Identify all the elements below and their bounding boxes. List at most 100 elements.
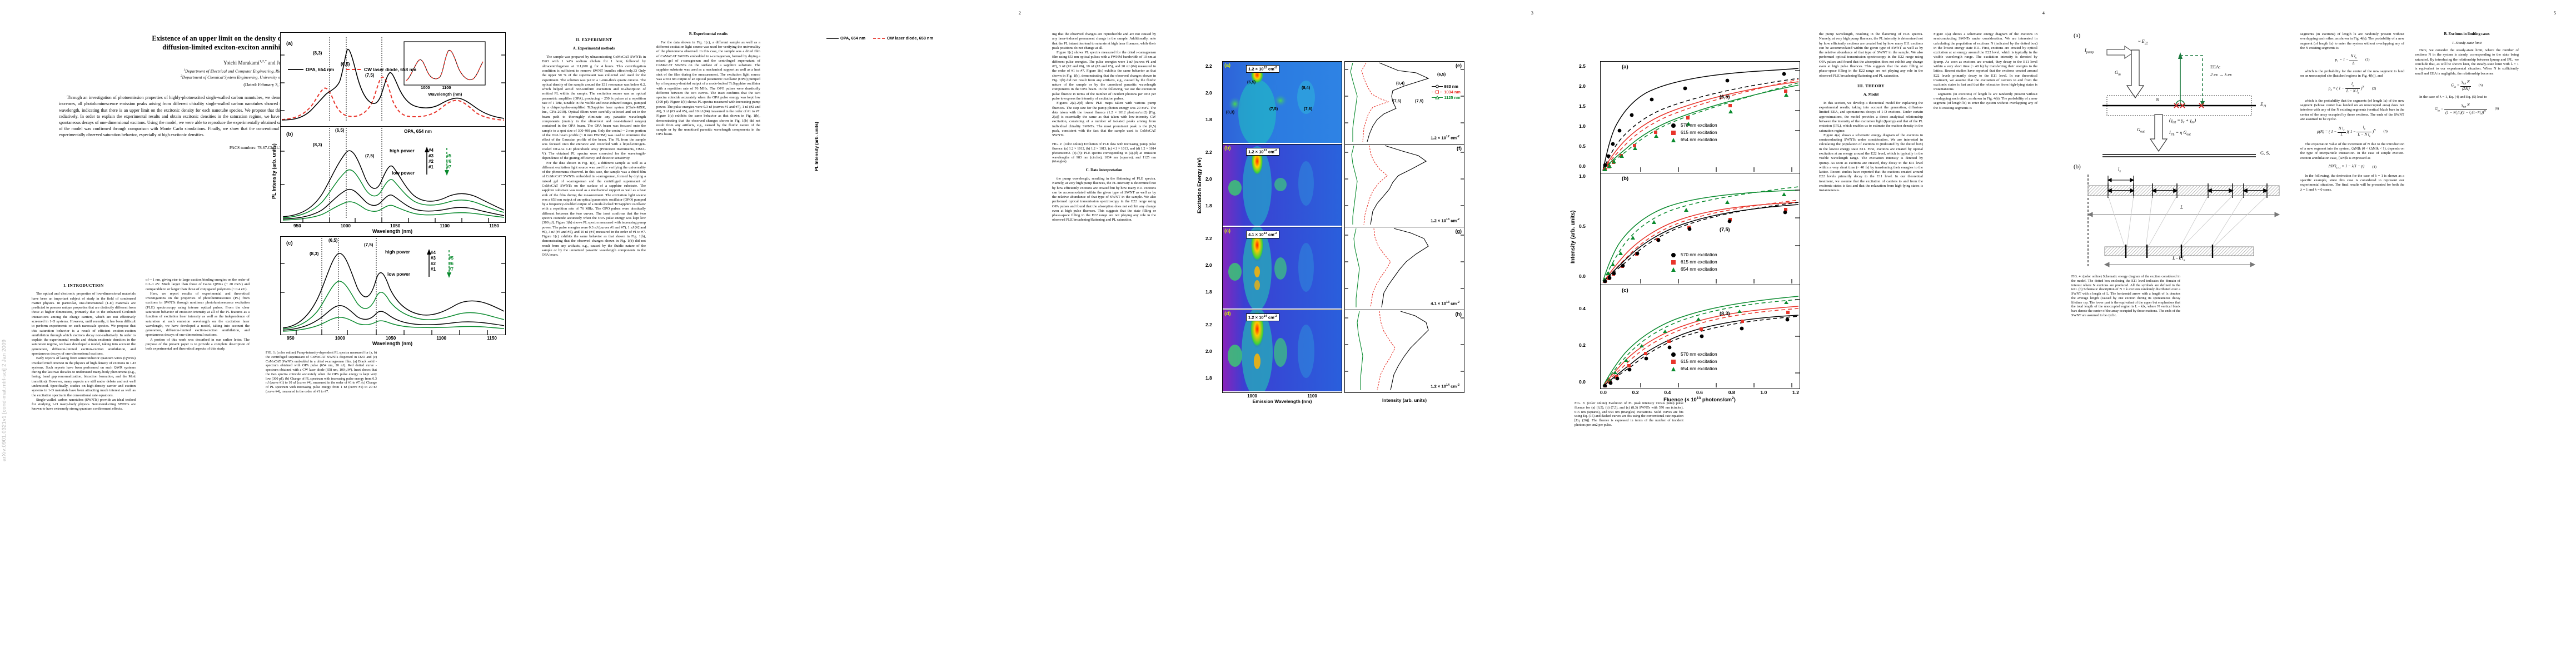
fig2-ytick-a-18: 1.8 [1205,117,1212,122]
p5-right-paragraph-2: In the case of λ = 1, Eq. (4) and Eq. (5… [2419,94,2487,99]
fig4-caption-label: FIG. 4: [2071,275,2082,278]
p5-right-paragraph-1: Here, we consider the steady-state limit… [2415,48,2519,76]
equation-6: Gin = γtot N (1 − Nlx/L)(1 − lx/(L−Nlx))N [2434,102,2487,116]
fig2-ytick-a-22: 2.2 [1205,63,1212,69]
fig3a-legend-615: 615 nm excitation [1681,130,1717,136]
fig1c-high-power: high power [385,249,410,255]
fig1b-curve-2: #2 [428,159,434,164]
arxiv-stamp: arXiv:0901.0321v1 [cond-mat.mtrl-sci] 2 … [1,339,7,461]
dated-line: (Dated: February 3, 2022) [243,82,290,88]
fig3-xlabel: Fluence (× 1013 photons/cm2) [1663,396,1736,403]
fig1a-chirality-83: (8,3) [313,51,322,56]
fig1-xtick-950c: 950 [287,336,295,341]
equation-2: p2 = ( 1 − lx L − N lx )N [2328,82,2364,95]
fig1b-chirality-83: (8,3) [313,142,322,147]
page-5: 5 [2065,0,2576,667]
fig2a-chirality-65: (6,5) [1247,79,1256,84]
fig3-legend-marker-square [1671,130,1676,135]
fig1c-chirality-83: (8,3) [310,251,319,256]
fig3-xt-06: 0.6 [1696,390,1703,395]
fig2-legend-983: 983 nm [1444,84,1458,89]
fig1b-curve-labels-green: #5 #6 #7 [446,153,451,170]
fig3c-legend-615: 615 nm excitation [1681,359,1717,365]
p4-col-paragraph-1: the pump wavelength, resulting in the fl… [1819,32,1923,78]
fig2-panel-e-label: (e) [1456,63,1462,68]
fig3-yt-20: 2.0 [1579,83,1586,89]
fig2-ytick-d-18: 1.8 [1205,375,1212,381]
fig2c-fluence-box: 4.1 × 1013 cm-2 [1246,231,1279,238]
fig3c-legend-marker-triangle [1671,366,1676,371]
fig3-panel-b-label: (b) [1622,176,1629,182]
affiliation-1: 1Department of Electrical and Computer E… [183,68,350,74]
fig2-panel-e: (e) (6,5) (8,4) (7,5) (7,6) 983 nm 1034 … [1344,61,1464,145]
fig2-spectra-column: (e) (6,5) (8,4) (7,5) (7,6) 983 nm 1034 … [1344,61,1464,403]
fig3-yt-15: 1.5 [1579,103,1586,109]
fig1b-low-power: low power [392,170,415,176]
p5-mid-paragraph-5: In the following, the derivation for the… [2300,173,2404,192]
fig2-map-d: (d) 1.2 × 1014 cm-2 [1222,310,1342,393]
fig3a-chirality: (6,5) [1720,94,1730,99]
fig1-panel-c-label: (c) [286,240,293,246]
fig2-legend-icon-1125 [1432,96,1443,99]
fig1dup-legend-line-opa [826,37,839,39]
fig1c-curve-labels-green: #5 #6 #7 [449,256,454,272]
fig3c-chirality: (8,3) [1720,311,1730,316]
section-theory: III. THEORY [1857,83,1885,88]
fig3c-legend-marker-circle [1671,352,1676,357]
fig2-panel-h: (h) 1.2 × 1014 cm-2 [1344,310,1464,393]
equation-4-number: (4) [2372,165,2376,169]
p5-mid-paragraph-1: segments (in excitons) of length lx are … [2300,32,2404,50]
equation-5: Gin = γtot N ⟨ΔN⟩ [2450,79,2471,91]
p2-col1-paragraph-1: The sample was prepared by ultrasonicati… [542,55,646,161]
fig1c-curve-3: #3 [431,256,436,261]
fig2-map-a-label: (a) [1224,62,1230,68]
fig1b-curve-7: #7 [446,165,451,170]
fig2-panel-f: (f) 1.2 × 1013 cm-2 [1344,145,1464,227]
fig4-label-L-minus: L - k lx [2173,256,2185,262]
fig1-xlabel-upper: Wavelength (nm) [372,228,413,234]
intro-paragraph-2: Early reports of lasing from semiconduct… [32,356,136,397]
fig2-map-b: (b) 1.2 × 1013 cm-2 [1222,145,1342,227]
fig1-xticks-upper: 950 1000 1050 1100 1150 [280,223,505,228]
fig3-xt-10: 1.0 [1760,390,1767,395]
fig3-ylabel: Intensity (arb. units) [1570,210,1576,263]
fig1-ylabel: PL Intensity (arb. units) [271,143,277,199]
fig1-panel-b-label: (b) [286,131,293,137]
fig1-xtick-1150c: 1150 [487,336,497,341]
fig1c-low-power: low power [387,271,410,277]
p3-col1-paragraph-4: the pump wavelength, resulting in the fl… [1052,176,1156,222]
page-3-number: 3 [1531,10,1533,16]
fig2-map-c: (c) 4.1 × 1013 cm-2 [1222,227,1342,310]
fig4-label-gout: Gout [2137,127,2145,134]
fig1b-curve-5: #5 [446,153,451,158]
fig3c-legend-654: 654 nm excitation [1681,366,1717,372]
col2-paragraph-3: A portion of this work was described in … [146,337,250,351]
fig3-xt-08: 0.8 [1728,390,1735,395]
intro-paragraph-3: Single-walled carbon nanotubes (SWNTs) p… [32,397,136,411]
fig2-xticks-left: 1000 1100 [1222,394,1342,399]
pacs-numbers: PACS numbers: 78.67.Ch,71.35.-y,78.55.-m [229,145,305,150]
fig1b-power-arrow-black [425,147,429,175]
p5-mid-paragraph-4: The expectation value of the increment o… [2300,142,2404,160]
fig2-maps-column: (a) (6,5) (8,3) (7,5) (8,4) (7,6) 1.2 × … [1222,61,1342,404]
fig1a-chirality-75: (7,5) [365,73,375,78]
fig3-caption: FIG. 3: (color online) Evolution of PL p… [1575,401,1683,427]
fig4-label-eea: EEA: [2210,64,2221,69]
fig1-legend-label-cw: CW laser diode, 658 nm [364,67,417,72]
col2-paragraph-2: Here, we report results of experimental … [146,291,250,337]
fig1b-curve-1: #1 [428,165,434,170]
p3-column-left: ing that the observed changes are reprod… [1052,32,1156,644]
fig3b-legend-marker-triangle [1671,267,1676,272]
fig2a-chirality-75: (7,5) [1269,106,1278,111]
p5-column-right: B. Excitons in limiting cases 1. Steady-… [2415,32,2519,644]
fig4-label-n: N [2156,97,2159,102]
fig1-xtick-1000c: 1000 [335,336,345,341]
fig3-panel-c: (c) (8,3) 570 nm excitation 615 nm excit… [1600,285,1800,389]
fig3a-legend-570: 570 nm excitation [1681,122,1717,128]
equation-3-number: (3) [2383,130,2388,134]
fig4-label-eea-reaction: 2 ex → λ ex [2210,72,2232,77]
fig1a-chirality-65: (6,5) [341,62,350,67]
fig2h-fluence: 1.2 × 1014 cm-2 [1431,384,1459,389]
fig1b-chirality-65: (6,5) [335,128,345,133]
